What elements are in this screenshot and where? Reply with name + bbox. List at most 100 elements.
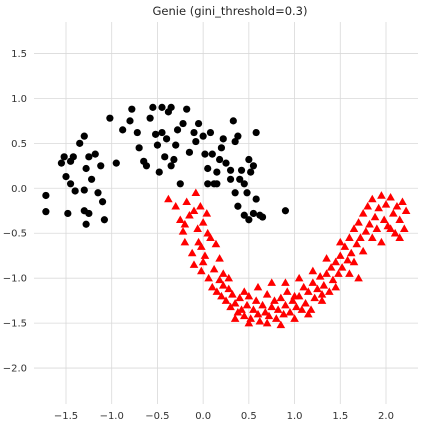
cluster-point-triangle: [288, 296, 298, 304]
cluster-point-circle: [170, 155, 178, 164]
cluster-point-circle: [126, 117, 134, 125]
cluster-point-circle: [66, 157, 75, 165]
cluster-point-circle: [249, 209, 258, 218]
cluster-point-triangle: [377, 237, 386, 246]
cluster-point-triangle: [331, 257, 341, 266]
cluster-point-triangle: [398, 197, 407, 205]
cluster-point-circle: [240, 180, 248, 188]
cluster-point-circle: [98, 198, 107, 206]
cluster-point-triangle: [164, 194, 173, 203]
cluster-point-triangle: [392, 201, 402, 210]
cluster-point-triangle: [197, 242, 206, 250]
cluster-point-circle: [213, 168, 221, 176]
cluster-point-triangle: [242, 300, 252, 309]
cluster-point-circle: [173, 126, 182, 134]
cluster-point-triangle: [244, 318, 254, 327]
cluster-point-triangle: [237, 305, 246, 313]
cluster-point-triangle: [377, 191, 386, 199]
y-tick-label: 0.5: [11, 139, 27, 150]
cluster-point-triangle: [395, 215, 405, 223]
cluster-point-triangle: [267, 302, 277, 311]
cluster-point-circle: [199, 132, 207, 140]
cluster-point-triangle: [207, 282, 217, 291]
cluster-point-circle: [158, 103, 166, 111]
cluster-point-circle: [128, 105, 136, 113]
cluster-point-circle: [42, 191, 50, 200]
cluster-point-circle: [97, 162, 105, 170]
y-tick-label: 1.5: [11, 49, 27, 60]
cluster-point-circle: [119, 126, 127, 134]
cluster-point-circle: [213, 180, 221, 188]
cluster-point-triangle: [282, 287, 292, 295]
cluster-point-triangle: [297, 305, 307, 313]
cluster-point-triangle: [253, 282, 263, 291]
cluster-point-triangle: [326, 263, 336, 271]
cluster-point-circle: [243, 189, 251, 197]
cluster-point-circle: [85, 209, 93, 218]
cluster-point-triangle: [379, 215, 389, 223]
x-tick-label: 2.0: [378, 411, 394, 422]
cluster-point-triangle: [218, 281, 228, 289]
cluster-point-triangle: [175, 215, 185, 223]
cluster-point-triangle: [230, 299, 240, 307]
cluster-point-circle: [194, 119, 203, 128]
cluster-point-triangle: [191, 188, 201, 197]
cluster-point-triangle: [349, 257, 359, 266]
cluster-point-circle: [231, 137, 239, 146]
cluster-point-circle: [80, 186, 88, 194]
cluster-point-triangle: [319, 281, 329, 289]
cluster-point-triangle: [226, 302, 235, 311]
cluster-point-triangle: [335, 251, 345, 259]
cluster-point-triangle: [354, 273, 363, 282]
data-points: [42, 103, 411, 329]
cluster-point-triangle: [389, 209, 398, 217]
cluster-point-triangle: [258, 300, 267, 309]
cluster-point-triangle: [185, 210, 194, 219]
cluster-point-circle: [216, 155, 224, 164]
x-tick-label: 1.5: [332, 411, 348, 422]
y-tick-label: 0.0: [11, 184, 27, 195]
cluster-point-triangle: [335, 237, 345, 246]
cluster-point-circle: [100, 216, 108, 224]
cluster-point-triangle: [381, 200, 391, 208]
cluster-point-circle: [149, 103, 157, 111]
cluster-point-triangle: [276, 320, 286, 329]
cluster-point-triangle: [212, 287, 222, 295]
cluster-point-triangle: [374, 203, 383, 212]
cluster-point-triangle: [328, 275, 338, 284]
cluster-point-triangle: [211, 239, 221, 248]
cluster-point-triangle: [244, 291, 254, 300]
cluster-point-triangle: [299, 282, 309, 291]
cluster-point-circle: [82, 164, 90, 173]
cluster-point-circle: [229, 117, 237, 125]
cluster-point-triangle: [390, 228, 400, 237]
cluster-point-triangle: [203, 228, 213, 237]
cluster-point-triangle: [271, 314, 281, 322]
cluster-point-circle: [85, 153, 93, 161]
cluster-point-triangle: [340, 242, 350, 250]
cluster-point-triangle: [352, 239, 362, 248]
cluster-point-circle: [66, 180, 75, 188]
cluster-point-circle: [146, 114, 154, 122]
cluster-point-circle: [252, 195, 260, 203]
cluster-point-triangle: [261, 308, 270, 316]
cluster-point-triangle: [354, 218, 363, 226]
cluster-point-triangle: [358, 246, 368, 255]
x-tick-label: −0.5: [145, 411, 169, 422]
y-tick-label: 1.0: [11, 94, 27, 105]
cluster-point-triangle: [197, 266, 206, 275]
cluster-point-triangle: [215, 254, 224, 262]
cluster-point-triangle: [386, 192, 395, 201]
cluster-point-circle: [161, 153, 169, 161]
cluster-point-triangle: [262, 318, 272, 327]
cluster-point-triangle: [345, 269, 354, 277]
cluster-point-triangle: [224, 273, 234, 282]
cluster-point-circle: [142, 162, 151, 170]
cluster-point-circle: [64, 209, 72, 218]
cluster-point-triangle: [346, 248, 356, 257]
cluster-point-triangle: [310, 293, 319, 302]
y-tick-label: −1.0: [3, 274, 27, 285]
cluster-point-triangle: [209, 264, 219, 273]
cluster-point-circle: [60, 153, 68, 161]
